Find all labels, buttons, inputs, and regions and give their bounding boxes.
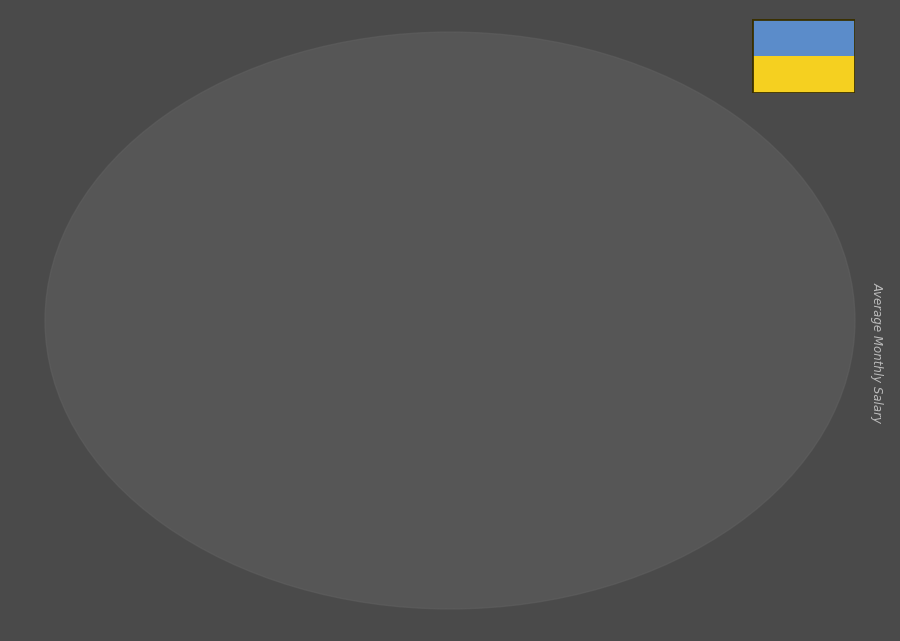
Polygon shape — [369, 270, 376, 506]
Polygon shape — [464, 206, 535, 217]
Text: Physician - Nuclear Medicine: Physician - Nuclear Medicine — [133, 126, 413, 146]
Polygon shape — [274, 335, 346, 346]
Polygon shape — [181, 387, 242, 506]
Text: 69,100 UAH: 69,100 UAH — [344, 294, 414, 306]
Text: 2 to 5: 2 to 5 — [286, 516, 334, 531]
Polygon shape — [558, 192, 565, 506]
Polygon shape — [558, 192, 620, 506]
Text: 84,300 UAH: 84,300 UAH — [442, 241, 512, 254]
Polygon shape — [652, 166, 660, 506]
Text: 20+ Years: 20+ Years — [647, 516, 729, 531]
Text: +9%: +9% — [524, 132, 566, 150]
Text: +8%: +8% — [618, 106, 661, 124]
Polygon shape — [652, 166, 714, 506]
Polygon shape — [620, 181, 629, 506]
Polygon shape — [337, 335, 346, 506]
Polygon shape — [274, 346, 337, 506]
Text: salary: salary — [395, 551, 447, 565]
Text: Salary Comparison By Experience: Salary Comparison By Experience — [133, 82, 685, 110]
Text: < 2 Years: < 2 Years — [177, 516, 255, 531]
Text: 91,900 UAH: 91,900 UAH — [540, 215, 610, 228]
Text: 10 to 15: 10 to 15 — [465, 516, 534, 531]
Text: 35,000 UAH: 35,000 UAH — [148, 410, 218, 423]
Text: 99,400 UAH: 99,400 UAH — [652, 179, 722, 192]
Polygon shape — [558, 181, 629, 192]
Polygon shape — [431, 259, 440, 506]
Text: 5 to 10: 5 to 10 — [375, 516, 434, 531]
Polygon shape — [181, 376, 251, 387]
Text: Kyiv: Kyiv — [133, 166, 176, 184]
Polygon shape — [714, 155, 724, 506]
Polygon shape — [752, 19, 855, 56]
Text: Average Monthly Salary: Average Monthly Salary — [871, 282, 884, 423]
Text: +34%: +34% — [235, 287, 288, 304]
Text: +22%: +22% — [424, 158, 477, 176]
Text: explorer.com: explorer.com — [454, 551, 554, 565]
Polygon shape — [242, 376, 251, 506]
Polygon shape — [369, 270, 431, 506]
Polygon shape — [526, 206, 535, 506]
Polygon shape — [752, 56, 855, 93]
Text: 46,800 UAH: 46,800 UAH — [247, 370, 316, 383]
Polygon shape — [181, 387, 187, 506]
Polygon shape — [464, 217, 526, 506]
Polygon shape — [652, 155, 724, 166]
Text: 15 to 20: 15 to 20 — [560, 516, 627, 531]
Ellipse shape — [45, 32, 855, 609]
Text: +48%: +48% — [329, 210, 382, 228]
Polygon shape — [464, 217, 471, 506]
Polygon shape — [369, 259, 440, 270]
Polygon shape — [274, 346, 282, 506]
